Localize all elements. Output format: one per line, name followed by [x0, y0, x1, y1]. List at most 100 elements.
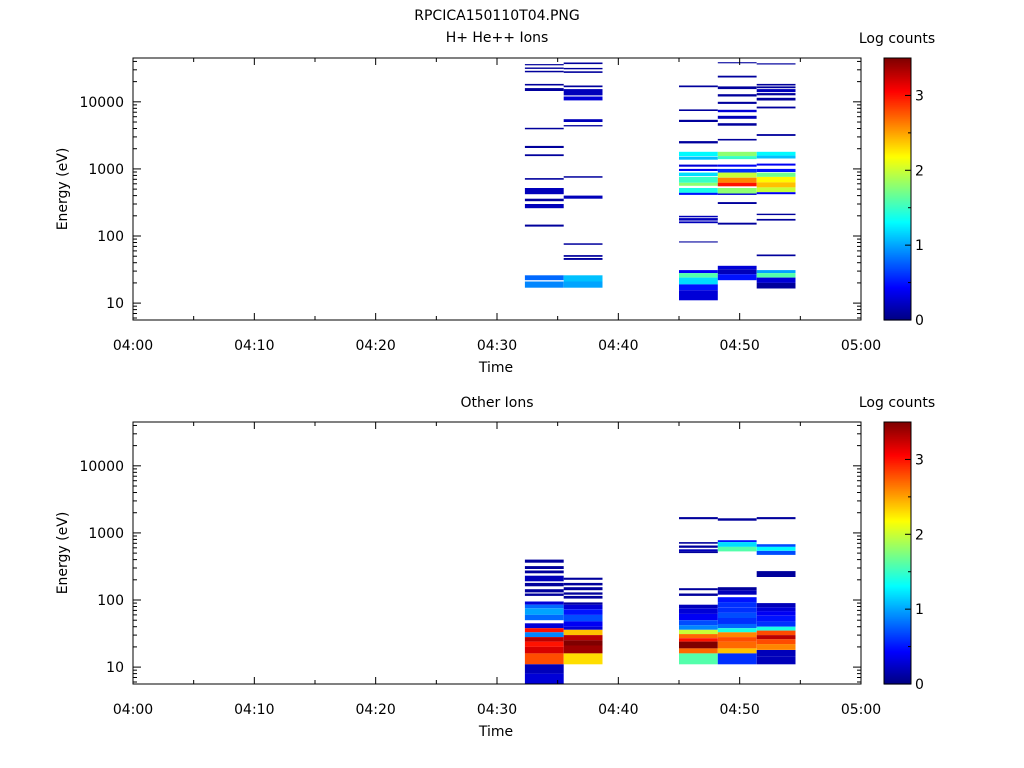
colorbar-label: Log counts [859, 395, 935, 411]
colorbar-step [884, 202, 911, 205]
x-axis-label: Time [478, 724, 513, 740]
colorbar-step [884, 180, 911, 183]
colorbar-step [884, 556, 911, 559]
colorbar-step [884, 486, 911, 489]
colorbar-step [884, 574, 911, 577]
colorbar-step [884, 80, 911, 83]
colorbar-step [884, 252, 911, 255]
colorbar-step [884, 228, 911, 231]
colorbar-step [884, 634, 911, 637]
heatmap-cell [679, 549, 718, 552]
heatmap-cell [679, 629, 718, 635]
heatmap-cell [679, 141, 718, 144]
heatmap-cells [524, 62, 796, 301]
colorbar-step [884, 100, 911, 103]
colorbar-step [884, 442, 911, 445]
colorbar-step [884, 256, 911, 259]
colorbar-frame [883, 421, 912, 685]
colorbar-step [884, 444, 911, 447]
colorbar-step [884, 564, 911, 567]
colorbar-step [884, 60, 911, 63]
colorbar-step [884, 576, 911, 579]
colorbar-step [884, 656, 911, 659]
colorbar-step [884, 610, 911, 613]
colorbar-step [884, 86, 911, 89]
x-tick-label: 04:20 [355, 338, 395, 354]
heatmap-cell [756, 571, 796, 575]
colorbar-step [884, 188, 911, 191]
colorbar-step [884, 172, 911, 175]
colorbar-step [884, 116, 911, 119]
colorbar-step [884, 548, 911, 551]
colorbar-step [884, 426, 911, 429]
colorbar-step [884, 240, 911, 243]
heatmap-cell [756, 639, 796, 645]
heatmap-cell [563, 85, 603, 88]
colorbar-label: Log counts [859, 31, 935, 47]
x-tick-label: 05:00 [841, 702, 881, 718]
heatmap-cell [717, 164, 757, 167]
heatmap-cell [717, 138, 757, 141]
colorbar-step [884, 76, 911, 79]
colorbar-step [884, 496, 911, 499]
colorbar-step [884, 650, 911, 653]
heatmap-cell [524, 198, 564, 202]
x-tick-label: 04:20 [355, 702, 395, 718]
heatmap-cell [717, 653, 757, 665]
heatmap-cell [524, 566, 564, 569]
x-axis-label: Time [478, 360, 513, 376]
colorbar-step [884, 596, 911, 599]
heatmap-cell [717, 641, 757, 649]
heatmap-cell [717, 156, 757, 160]
x-tick-label: 04:10 [234, 702, 274, 718]
heatmap-cell [679, 653, 718, 665]
heatmap-cell [679, 542, 718, 544]
heatmap-cell [679, 648, 718, 654]
heatmap-cell [756, 155, 796, 159]
colorbar-step [884, 536, 911, 539]
colorbar-step [884, 150, 911, 153]
heatmap-cell [717, 612, 757, 618]
colorbar-step [884, 494, 911, 497]
colorbar-step [884, 266, 911, 269]
heatmap-cell [524, 188, 564, 195]
heatmap-cell [679, 188, 718, 193]
heatmap-cell [524, 178, 564, 180]
heatmap-cells [524, 517, 796, 684]
colorbar-step [884, 298, 911, 301]
heatmap-cell [717, 597, 757, 603]
colorbar-step [884, 302, 911, 305]
heatmap-cell [679, 634, 718, 639]
heatmap-cell [717, 62, 757, 64]
heatmap-cell [524, 653, 564, 665]
colorbar-step [884, 102, 911, 105]
heatmap-cell [756, 168, 796, 172]
heatmap-cell [563, 125, 603, 127]
heatmap-cell [717, 590, 757, 595]
heatmap-cell [679, 290, 718, 301]
heatmap-cell [756, 517, 796, 520]
x-tick-label: 04:50 [719, 338, 759, 354]
colorbar-step [884, 430, 911, 433]
heatmap-cell [756, 270, 796, 274]
heatmap-cell [756, 163, 796, 166]
colorbar-step [884, 552, 911, 555]
colorbar-step [884, 504, 911, 507]
colorbar-step [884, 174, 911, 177]
heatmap-cell [679, 273, 718, 278]
colorbar-step [884, 110, 911, 113]
colorbar-step [884, 96, 911, 99]
colorbar-step [884, 204, 911, 207]
colorbar-step [884, 660, 911, 663]
colorbar-step [884, 146, 911, 149]
heatmap-cell [717, 540, 757, 543]
colorbar-step [884, 78, 911, 81]
colorbar-step [884, 618, 911, 621]
heatmap-cell [563, 275, 603, 282]
heatmap-cell [563, 67, 603, 70]
heatmap-cell [679, 625, 718, 630]
colorbar-step [884, 546, 911, 549]
colorbar-step [884, 658, 911, 661]
heatmap-cell [717, 546, 757, 552]
colorbar-step [884, 158, 911, 161]
